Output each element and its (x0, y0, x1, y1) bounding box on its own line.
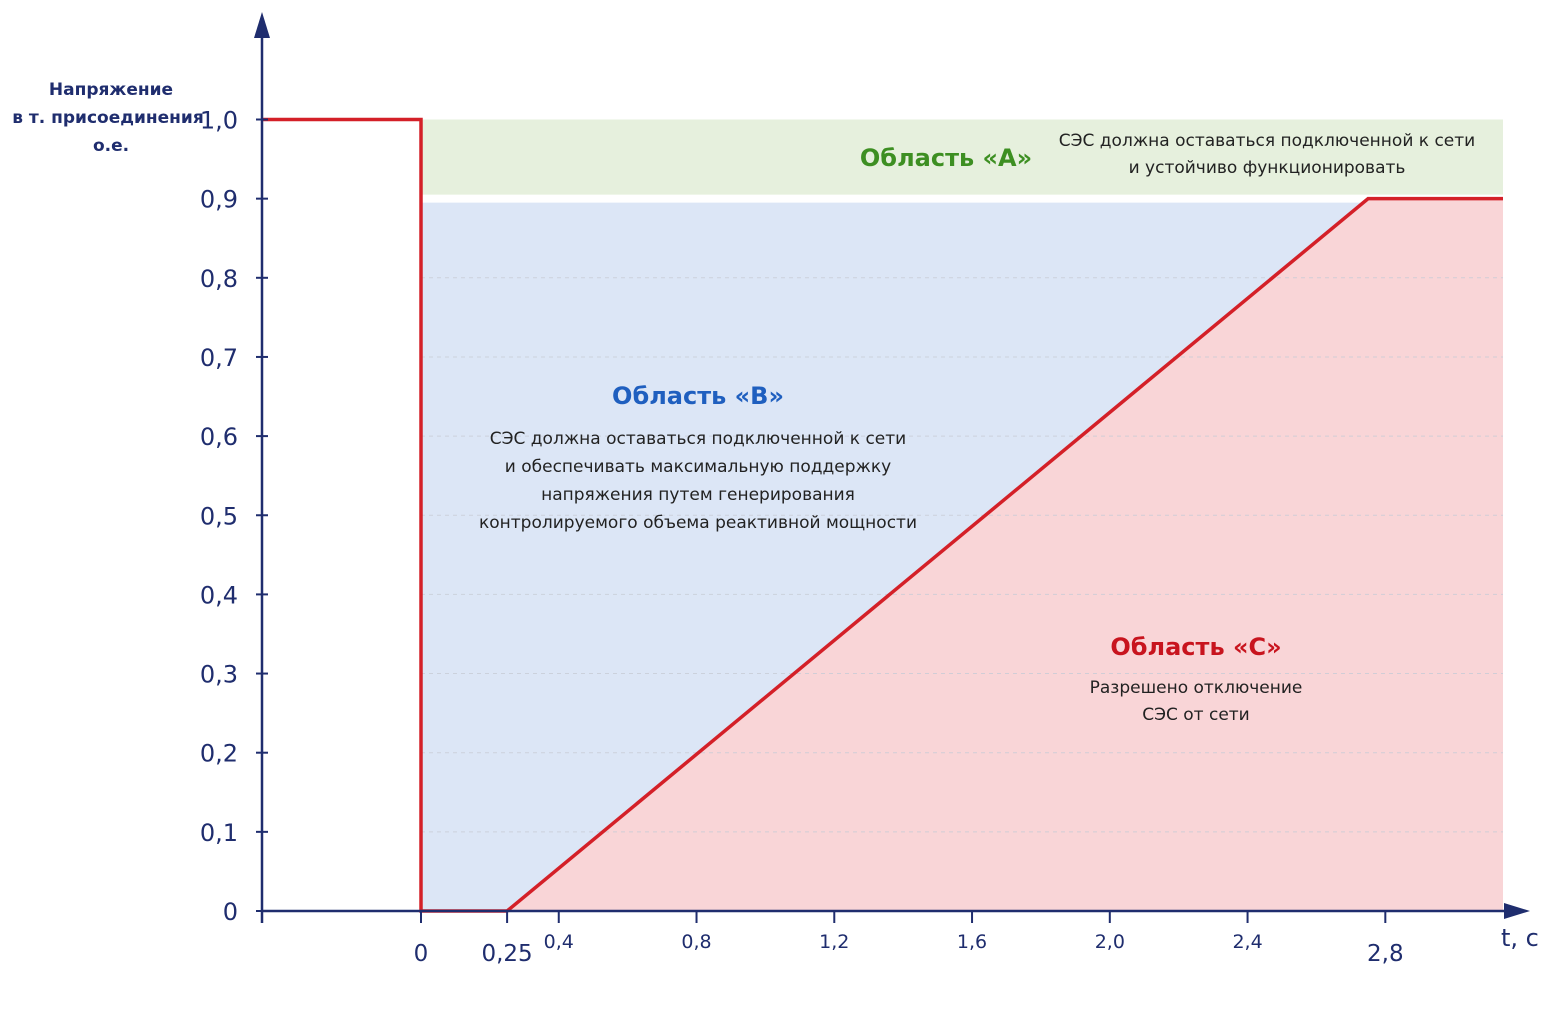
axes-layer: 0 0,1 0,2 0,3 0,4 0,5 0,6 0,7 0,8 0,9 1,0 0,4 0,8 1,2… (200, 12, 1530, 967)
regions-layer (421, 119, 1504, 911)
x-tick-label-small-2: 1,2 (819, 931, 849, 953)
y-tick-label-8: 0,8 (200, 265, 238, 293)
y-tick-label-4: 0,4 (200, 581, 238, 609)
y-tick-label-5: 0,5 (200, 502, 238, 530)
region-a-labels: Область «А» СЭС должна оставаться подклю… (860, 131, 1475, 178)
region-b-title: Область «В» (612, 382, 784, 410)
region-b-labels: Область «В» СЭС должна оставаться подклю… (479, 382, 917, 533)
region-b-text-line-4: контролируемого объема реактивной мощнос… (479, 513, 917, 533)
y-axis-label-line-2: в т. присоединения (12, 108, 204, 128)
y-tick-label-7: 0,7 (200, 344, 238, 372)
region-c-title: Область «С» (1110, 633, 1281, 661)
region-b-text-line-3: напряжения путем генерирования (541, 485, 855, 505)
region-c-text-line-1: Разрешено отключение (1090, 678, 1303, 698)
y-axis-label: Напряжение в т. присоединения о.е. (12, 80, 204, 156)
x-tick-label-small-4: 2,0 (1095, 931, 1125, 953)
region-a-text-line-2: и устойчиво функционировать (1129, 158, 1406, 178)
y-tick-label-0: 0 (223, 898, 238, 926)
x-tick-label-large-1: 0,25 (481, 941, 532, 967)
y-tick-label-2: 0,2 (200, 740, 238, 768)
region-a-area (421, 119, 1503, 195)
x-tick-label-small-0: 0,4 (544, 931, 574, 953)
y-tick-label-6: 0,6 (200, 423, 238, 451)
y-axis-label-line-1: Напряжение (49, 80, 173, 100)
region-a-title: Область «А» (860, 144, 1032, 172)
x-tick-label-small-3: 1,6 (957, 931, 987, 953)
y-axis-label-line-3: о.е. (93, 136, 129, 156)
x-tick-label-large-2: 2,8 (1367, 941, 1404, 967)
region-c-text-line-2: СЭС от сети (1142, 705, 1249, 725)
y-tick-label-3: 0,3 (200, 661, 238, 689)
y-axis-arrow (254, 12, 270, 38)
region-b-text-line-2: и обеспечивать максимальную поддержку (505, 457, 891, 477)
y-tick-label-1: 0,1 (200, 819, 238, 847)
region-a-text-line-1: СЭС должна оставаться подключенной к сет… (1059, 131, 1475, 151)
x-tick-label-large-0: 0 (414, 941, 429, 967)
y-tick-label-9: 0,9 (200, 186, 238, 214)
region-c-area (507, 198, 1504, 911)
x-axis-label: t, с (1501, 924, 1539, 952)
y-tick-label-10: 1,0 (200, 107, 238, 135)
region-b-text-line-1: СЭС должна оставаться подключенной к сет… (490, 429, 906, 449)
x-axis-arrow (1504, 903, 1530, 919)
region-c-labels: Область «С» Разрешено отключение СЭС от … (1090, 633, 1303, 725)
x-tick-label-small-1: 0,8 (681, 931, 711, 953)
x-tick-label-small-5: 2,4 (1232, 931, 1262, 953)
